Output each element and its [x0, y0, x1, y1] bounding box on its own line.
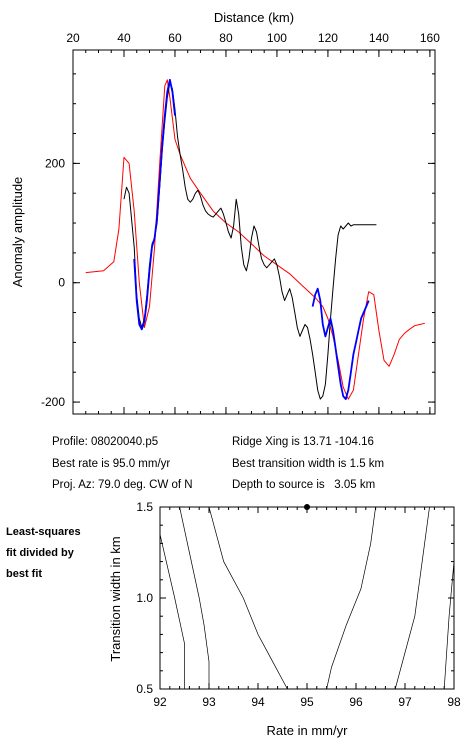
anomaly-plot	[85, 78, 425, 400]
width-tick-label: 1.5	[136, 500, 153, 514]
top-x-tick-label: 20	[66, 31, 80, 45]
side-note: Least-squares fit divided by best fit	[6, 522, 81, 585]
top-x-tick-label: 40	[117, 31, 131, 45]
rate-tick-label: 93	[202, 695, 216, 709]
top-x-tick-label: 80	[219, 31, 233, 45]
bottom-x-axis-title: Rate in mm/yr	[267, 723, 349, 738]
rate-tick-label: 98	[447, 695, 461, 709]
anomaly-plot-frame	[72, 49, 436, 415]
contour-plot	[159, 504, 455, 690]
depth-to-source-label: Depth to source is 3.05 km	[232, 479, 376, 491]
misfit-contour	[208, 506, 288, 690]
fit-segment-right	[311, 287, 370, 400]
y-tick-label: 0	[58, 276, 65, 290]
misfit-contour	[394, 506, 430, 690]
misfit-contour	[179, 506, 210, 689]
misfit-contour	[326, 506, 376, 690]
side-note-line-1: Least-squares	[6, 526, 81, 538]
side-note-line-2: fit divided by	[6, 547, 74, 559]
ridge-crossing-label: Ridge Xing is 13.71 -104.16	[232, 436, 374, 448]
top-y-axis-title: Anomaly amplitude	[10, 177, 25, 288]
contour-plot-frame	[159, 506, 455, 690]
y-tick-label: -200	[41, 395, 65, 409]
profile-label: Profile: 08020040.p5	[52, 436, 159, 448]
width-tick-label: 0.5	[136, 682, 153, 696]
misfit-contour	[443, 561, 455, 690]
top-x-tick-label: 160	[420, 31, 440, 45]
observed-curve	[123, 82, 377, 400]
top-x-tick-label: 100	[267, 31, 287, 45]
rate-tick-label: 96	[349, 695, 363, 709]
top-axis-ticks: 20 40 60 80 100 120 140 160 -200 0 200	[41, 31, 440, 414]
top-x-tick-label: 120	[318, 31, 338, 45]
width-tick-label: 1.0	[136, 591, 153, 605]
projection-azimuth-label: Proj. Az: 79.0 deg. CW of N	[52, 479, 193, 491]
top-x-tick-label: 140	[369, 31, 389, 45]
rate-tick-label: 97	[398, 695, 412, 709]
fit-segment-left	[133, 78, 176, 331]
bottom-y-axis-title: Transition width in km	[108, 536, 123, 661]
y-tick-label: 200	[45, 156, 65, 170]
rate-tick-label: 94	[251, 695, 265, 709]
rate-tick-label: 92	[153, 695, 167, 709]
top-x-axis-title: Distance (km)	[214, 10, 294, 25]
misfit-contour	[159, 534, 185, 689]
best-transition-width-label: Best transition width is 1.5 km	[232, 458, 385, 470]
side-note-line-3: best fit	[6, 568, 43, 580]
model-curve	[85, 79, 425, 400]
top-x-tick-label: 60	[168, 31, 182, 45]
rate-tick-label: 95	[300, 695, 314, 709]
best-rate-label: Best rate is 95.0 mm/yr	[52, 458, 171, 470]
